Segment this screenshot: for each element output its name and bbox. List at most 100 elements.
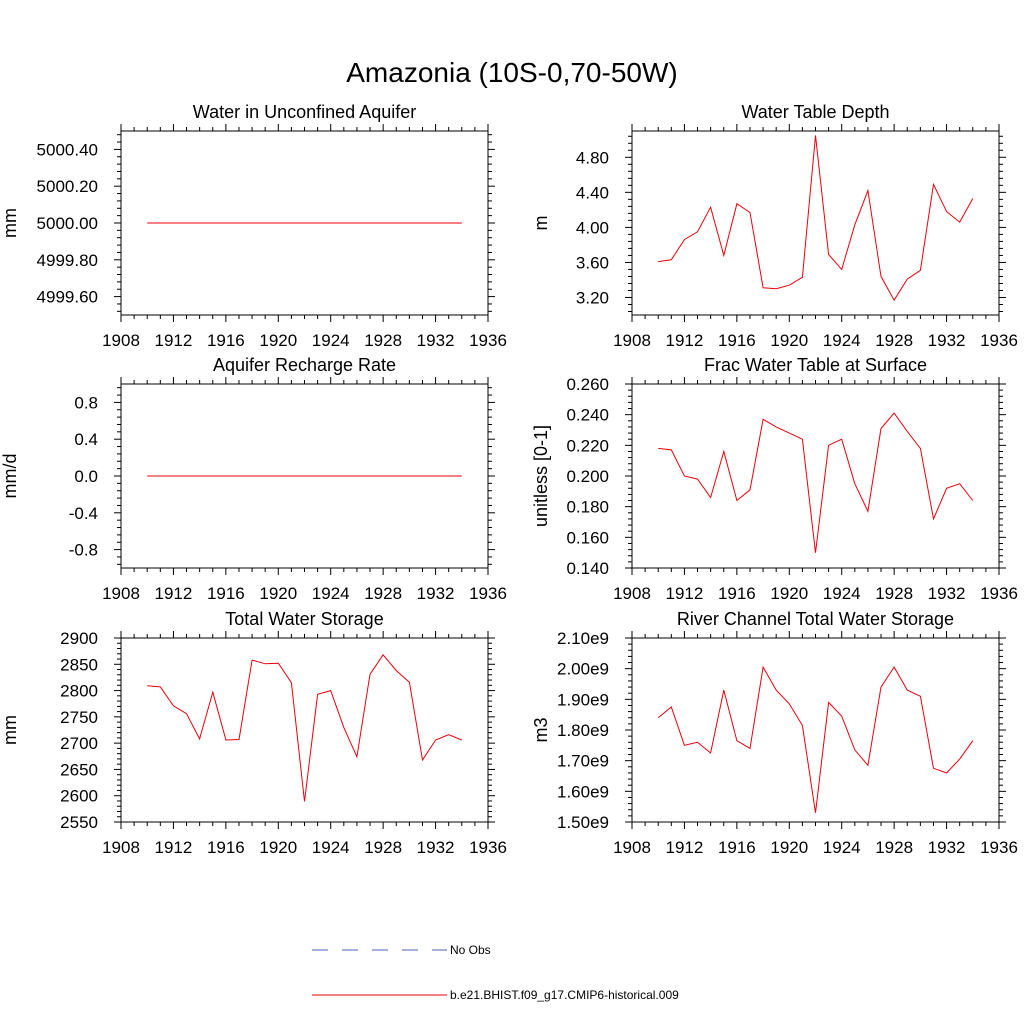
x-tick-label: 1936	[469, 584, 507, 603]
panel-title: River Channel Total Water Storage	[677, 609, 954, 629]
x-tick-label: 1936	[980, 838, 1018, 857]
chart-panels: Water in Unconfined Aquifer 1908 1912 1916 1…	[0, 102, 1018, 857]
y-tick-label: 0.220	[566, 436, 609, 455]
x-tick-label: 1932	[417, 584, 455, 603]
x-tick-label: 1908	[613, 838, 651, 857]
x-tick-label: 1920	[770, 584, 808, 603]
series-line-total-water-storage	[147, 655, 462, 802]
panel-title: Aquifer Recharge Rate	[213, 355, 396, 375]
y-tick-label: 4999.80	[37, 251, 98, 270]
x-tick-label: 1936	[980, 584, 1018, 603]
y-tick-label: 2850	[60, 655, 98, 674]
x-tick-label: 1928	[364, 331, 402, 350]
y-tick-label: 4.00	[576, 218, 609, 237]
series-line-river-channel-total-water-storage	[658, 667, 973, 813]
figure-title: Amazonia (10S-0,70-50W)	[346, 57, 677, 88]
y-tick-label: 2700	[60, 734, 98, 753]
y-tick-label: 2600	[60, 787, 98, 806]
y-tick-label: 3.20	[576, 288, 609, 307]
y-tick-label: 3.60	[576, 253, 609, 272]
series-line-frac-water-table-at-surface	[658, 413, 973, 553]
y-tick-label: 0.200	[566, 467, 609, 486]
x-tick-label: 1908	[613, 584, 651, 603]
x-tick-label: 1936	[469, 331, 507, 350]
y-tick-label: 0.260	[566, 375, 609, 394]
series-line-water-table-depth	[658, 135, 973, 300]
x-tick-label: 1924	[312, 838, 350, 857]
x-tick-label: 1924	[823, 331, 861, 350]
plot-frame	[121, 638, 488, 822]
y-tick-label: 0.8	[74, 393, 98, 412]
y-tick-label: 2550	[60, 813, 98, 832]
x-tick-label: 1928	[364, 584, 402, 603]
chart-aquifer-recharge-rate: Aquifer Recharge Rate 1908 1912 1916 1920 192…	[0, 355, 507, 603]
chart-water-table-depth: Water Table Depth 1908 1912 1916 1920 1924 192…	[531, 102, 1018, 350]
x-tick-label: 1916	[718, 838, 756, 857]
figure: Amazonia (10S-0,70-50W) Water in Unconfi…	[0, 0, 1024, 1024]
x-tick-label: 1920	[259, 838, 297, 857]
x-tick-label: 1924	[312, 584, 350, 603]
x-tick-label: 1928	[875, 838, 913, 857]
y-tick-label: 4.80	[576, 148, 609, 167]
chart-frac-water-table-at-surface: Frac Water Table at Surface 1908 1912 1916 1…	[531, 355, 1018, 603]
y-tick-label: 5000.00	[37, 214, 98, 233]
chart-river-channel-total-water-storage: River Channel Total Water Storage 1908 191…	[531, 609, 1018, 857]
x-tick-label: 1932	[417, 331, 455, 350]
y-tick-label: 1.60e9	[557, 782, 609, 801]
x-tick-label: 1908	[102, 838, 140, 857]
x-tick-label: 1936	[469, 838, 507, 857]
y-tick-label: 5000.20	[37, 177, 98, 196]
x-tick-label: 1920	[770, 331, 808, 350]
x-tick-label: 1916	[207, 584, 245, 603]
x-tick-label: 1912	[666, 838, 704, 857]
x-tick-label: 1916	[207, 331, 245, 350]
x-tick-label: 1912	[666, 331, 704, 350]
y-axis-label: m	[531, 216, 551, 231]
y-tick-label: 2900	[60, 629, 98, 648]
x-tick-label: 1928	[364, 838, 402, 857]
x-tick-label: 1920	[259, 584, 297, 603]
y-tick-label: 0.4	[74, 430, 98, 449]
y-tick-label: 1.70e9	[557, 752, 609, 771]
x-tick-label: 1928	[875, 331, 913, 350]
y-tick-label: 1.50e9	[557, 813, 609, 832]
x-tick-label: 1924	[823, 838, 861, 857]
legend-label-no-obs: No Obs	[450, 943, 491, 957]
y-tick-label: 2750	[60, 708, 98, 727]
y-axis-label: mm	[0, 208, 20, 238]
y-axis-label: mm/d	[0, 454, 20, 499]
y-tick-label: 0.0	[74, 467, 98, 486]
x-tick-label: 1908	[102, 331, 140, 350]
y-axis-label: unitless [0-1]	[531, 425, 551, 527]
plot-frame	[632, 638, 999, 822]
y-tick-label: 0.240	[566, 406, 609, 425]
x-tick-label: 1932	[417, 838, 455, 857]
y-tick-label: 2800	[60, 682, 98, 701]
y-tick-label: 2650	[60, 760, 98, 779]
x-tick-label: 1908	[102, 584, 140, 603]
chart-water-in-unconfined-aquifer: Water in Unconfined Aquifer 1908 1912 1916 1…	[0, 102, 507, 350]
legend: No Obs b.e21.BHIST.f09_g17.CMIP6-histori…	[312, 943, 679, 1002]
x-tick-label: 1920	[259, 331, 297, 350]
x-tick-label: 1916	[718, 331, 756, 350]
plot-frame	[632, 384, 999, 568]
y-tick-label: 4.40	[576, 183, 609, 202]
x-tick-label: 1912	[155, 838, 193, 857]
plot-frame	[632, 131, 999, 315]
x-tick-label: 1908	[613, 331, 651, 350]
y-tick-label: 5000.40	[37, 140, 98, 159]
y-tick-label: 4999.60	[37, 288, 98, 307]
y-tick-label: 0.140	[566, 559, 609, 578]
chart-total-water-storage: Total Water Storage 1908 1912 1916 1920 1924 1…	[0, 609, 507, 857]
y-tick-label: -0.8	[69, 541, 98, 560]
y-axis-label: m3	[531, 717, 551, 742]
x-tick-label: 1932	[928, 331, 966, 350]
x-tick-label: 1936	[980, 331, 1018, 350]
x-tick-label: 1924	[823, 584, 861, 603]
panel-title: Water Table Depth	[741, 102, 889, 122]
y-tick-label: 2.00e9	[557, 660, 609, 679]
x-tick-label: 1928	[875, 584, 913, 603]
x-tick-label: 1912	[666, 584, 704, 603]
y-tick-label: 0.160	[566, 528, 609, 547]
x-tick-label: 1924	[312, 331, 350, 350]
